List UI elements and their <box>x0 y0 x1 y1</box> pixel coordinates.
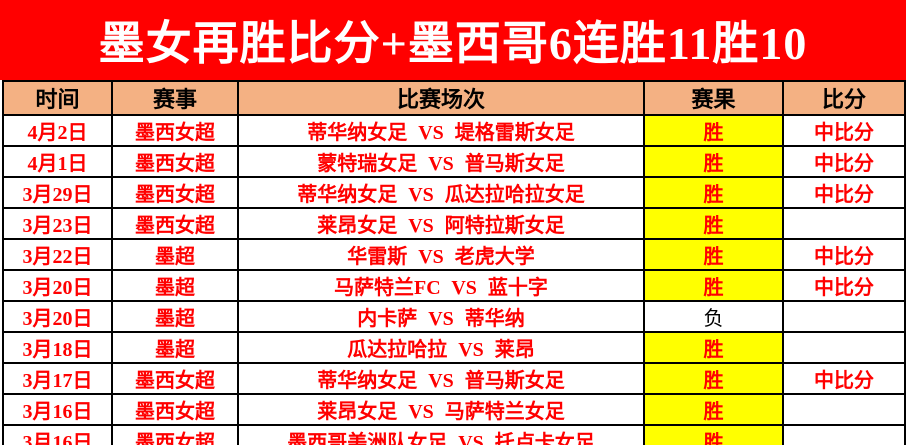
cell-score <box>782 331 906 364</box>
cell-score <box>782 424 906 445</box>
cell-league: 墨西女超 <box>111 176 239 209</box>
cell-league: 墨西女超 <box>111 114 239 147</box>
cell-date: 3月29日 <box>2 176 113 209</box>
table-row: 3月22日 墨超 华雷斯 VS 老虎大学 胜 中比分 <box>2 238 906 271</box>
cell-result: 胜 <box>643 207 784 240</box>
cell-league: 墨西女超 <box>111 362 239 395</box>
cell-league: 墨超 <box>111 300 239 333</box>
cell-date: 4月1日 <box>2 145 113 178</box>
cell-score: 中比分 <box>782 176 906 209</box>
cell-result: 胜 <box>643 114 784 147</box>
table-row: 3月16日 墨西女超 墨西哥美洲队女足 VS 托卢卡女足 胜 <box>2 424 906 445</box>
cell-date: 3月16日 <box>2 424 113 445</box>
cell-match: 华雷斯 VS 老虎大学 <box>237 238 645 271</box>
cell-date: 3月16日 <box>2 393 113 426</box>
cell-match: 蒂华纳女足 VS 普马斯女足 <box>237 362 645 395</box>
cell-score: 中比分 <box>782 269 906 302</box>
cell-result: 胜 <box>643 238 784 271</box>
cell-league: 墨西女超 <box>111 207 239 240</box>
cell-date: 3月17日 <box>2 362 113 395</box>
table-row: 3月20日 墨超 马萨特兰FC VS 蓝十字 胜 中比分 <box>2 269 906 302</box>
cell-league: 墨西女超 <box>111 145 239 178</box>
column-header-score: 比分 <box>782 80 906 116</box>
cell-score <box>782 300 906 333</box>
cell-league: 墨超 <box>111 238 239 271</box>
table-row: 3月17日 墨西女超 蒂华纳女足 VS 普马斯女足 胜 中比分 <box>2 362 906 395</box>
table-row: 3月23日 墨西女超 莱昂女足 VS 阿特拉斯女足 胜 <box>2 207 906 240</box>
header-row: 时间 赛事 比赛场次 赛果 比分 <box>2 80 906 116</box>
cell-date: 3月20日 <box>2 300 113 333</box>
cell-match: 瓜达拉哈拉 VS 莱昂 <box>237 331 645 364</box>
cell-result: 胜 <box>643 176 784 209</box>
cell-date: 4月2日 <box>2 114 113 147</box>
table-row: 4月2日 墨西女超 蒂华纳女足 VS 堤格雷斯女足 胜 中比分 <box>2 114 906 147</box>
cell-score: 中比分 <box>782 362 906 395</box>
results-table: 时间 赛事 比赛场次 赛果 比分 4月2日 墨西女超 蒂华纳女足 VS 堤格雷斯… <box>2 80 906 445</box>
column-header-time: 时间 <box>2 80 113 116</box>
cell-match: 蒂华纳女足 VS 堤格雷斯女足 <box>237 114 645 147</box>
cell-date: 3月18日 <box>2 331 113 364</box>
cell-match: 莱昂女足 VS 阿特拉斯女足 <box>237 207 645 240</box>
cell-match: 内卡萨 VS 蒂华纳 <box>237 300 645 333</box>
cell-score: 中比分 <box>782 114 906 147</box>
page-title: 墨女再胜比分+墨西哥6连胜11胜10 <box>98 18 808 69</box>
cell-league: 墨超 <box>111 331 239 364</box>
table-row: 3月20日 墨超 内卡萨 VS 蒂华纳 负 <box>2 300 906 333</box>
cell-score <box>782 393 906 426</box>
cell-result: 胜 <box>643 269 784 302</box>
cell-date: 3月22日 <box>2 238 113 271</box>
cell-date: 3月20日 <box>2 269 113 302</box>
cell-result: 胜 <box>643 393 784 426</box>
cell-match: 马萨特兰FC VS 蓝十字 <box>237 269 645 302</box>
cell-result: 胜 <box>643 424 784 445</box>
table-row: 3月18日 墨超 瓜达拉哈拉 VS 莱昂 胜 <box>2 331 906 364</box>
column-header-match: 比赛场次 <box>237 80 645 116</box>
table-row: 3月16日 墨西女超 莱昂女足 VS 马萨特兰女足 胜 <box>2 393 906 426</box>
cell-match: 墨西哥美洲队女足 VS 托卢卡女足 <box>237 424 645 445</box>
table-row: 4月1日 墨西女超 蒙特瑞女足 VS 普马斯女足 胜 中比分 <box>2 145 906 178</box>
cell-match: 莱昂女足 VS 马萨特兰女足 <box>237 393 645 426</box>
cell-league: 墨西女超 <box>111 424 239 445</box>
column-header-result: 赛果 <box>643 80 784 116</box>
cell-score: 中比分 <box>782 145 906 178</box>
cell-result: 胜 <box>643 362 784 395</box>
cell-league: 墨西女超 <box>111 393 239 426</box>
cell-date: 3月23日 <box>2 207 113 240</box>
cell-match: 蒂华纳女足 VS 瓜达拉哈拉女足 <box>237 176 645 209</box>
column-header-league: 赛事 <box>111 80 239 116</box>
table-row: 3月29日 墨西女超 蒂华纳女足 VS 瓜达拉哈拉女足 胜 中比分 <box>2 176 906 209</box>
cell-league: 墨超 <box>111 269 239 302</box>
cell-result: 胜 <box>643 331 784 364</box>
cell-result: 负 <box>643 300 784 333</box>
cell-match: 蒙特瑞女足 VS 普马斯女足 <box>237 145 645 178</box>
cell-score: 中比分 <box>782 238 906 271</box>
title-banner: 墨女再胜比分+墨西哥6连胜11胜10 <box>0 0 906 80</box>
cell-result: 胜 <box>643 145 784 178</box>
cell-score <box>782 207 906 240</box>
